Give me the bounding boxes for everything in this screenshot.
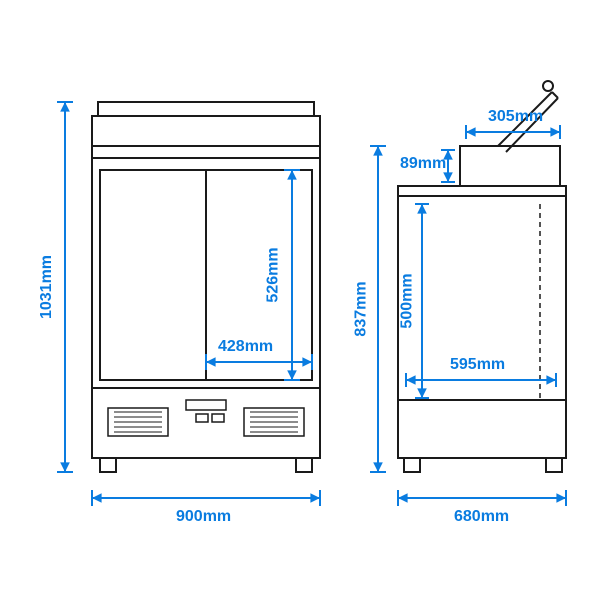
side-tray-height-label: 89mm: [400, 155, 446, 173]
side-width-label: 680mm: [454, 508, 509, 526]
front-height-label: 1031mm: [38, 255, 56, 319]
front-view: [57, 102, 320, 506]
side-inner-width-label: 595mm: [450, 356, 505, 374]
dimension-diagram: [0, 0, 600, 600]
front-door-height-label: 526mm: [265, 247, 283, 302]
side-tray-depth-label: 305mm: [488, 108, 543, 126]
side-height-label: 837mm: [353, 281, 371, 336]
front-door-width-label: 428mm: [218, 338, 273, 356]
front-width-label: 900mm: [176, 508, 231, 526]
side-inner-height-label: 500mm: [399, 273, 417, 328]
